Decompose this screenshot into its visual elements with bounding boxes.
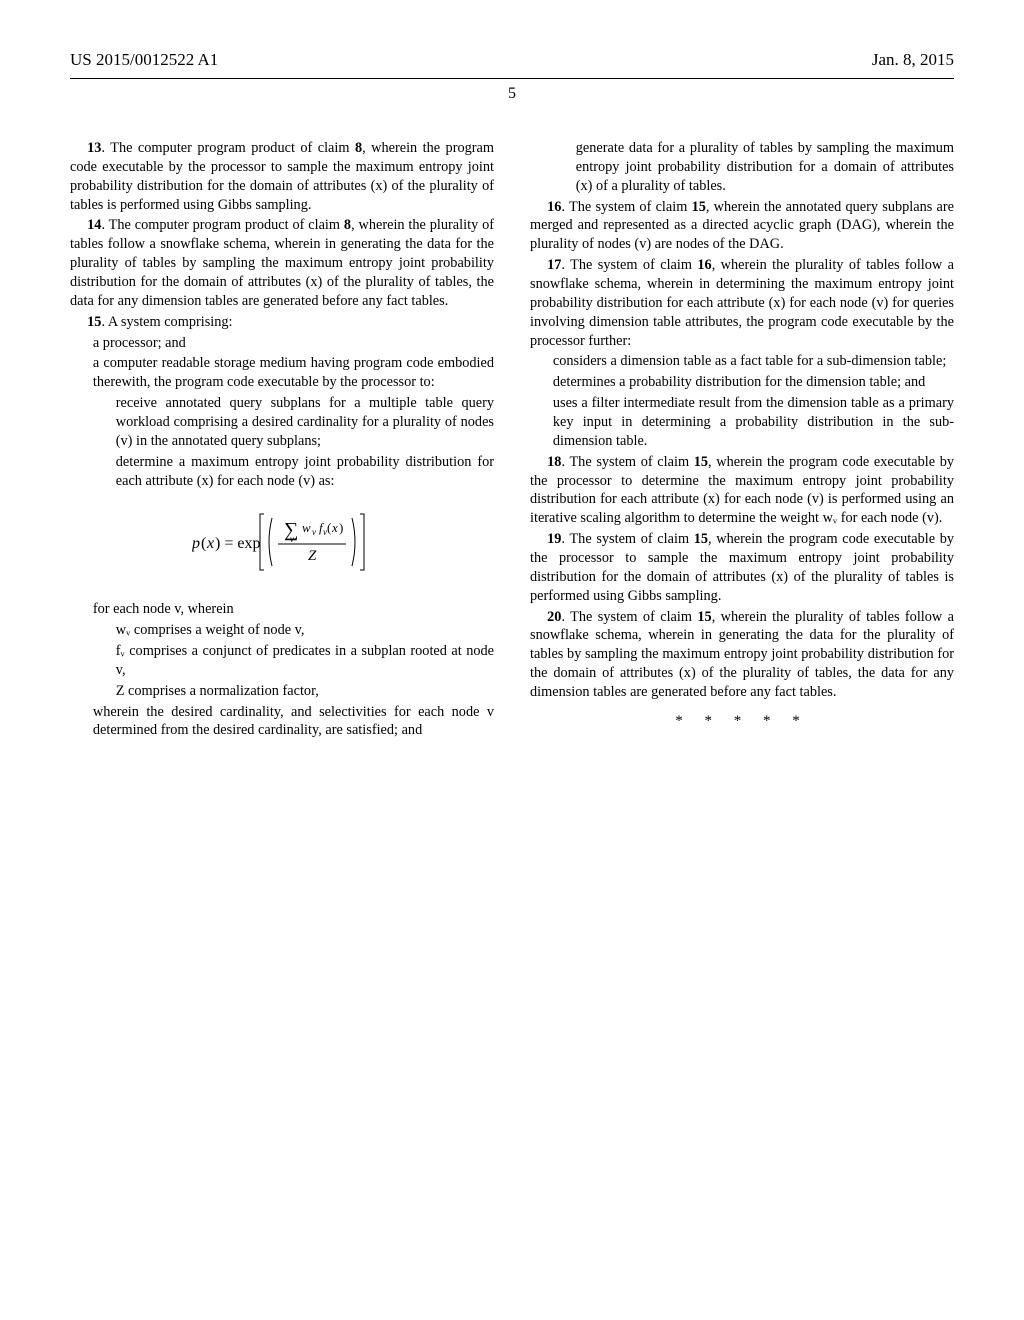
claim-15-lead: 15. A system comprising: xyxy=(70,313,494,332)
claim-16: 16. The system of claim 15, wherein the … xyxy=(530,198,954,255)
claim-17-s1: considers a dimension table as a fact ta… xyxy=(553,352,954,371)
svg-text:p: p xyxy=(192,535,200,552)
claim-19-text-a: . The system of claim xyxy=(561,531,693,547)
claim-20-ref: 15 xyxy=(697,609,711,625)
claim-18: 18. The system of claim 15, wherein the … xyxy=(530,453,954,528)
claim-17-s2: determines a probability distribution fo… xyxy=(553,373,954,392)
claim-15-determine: determine a maximum entropy joint probab… xyxy=(116,453,494,491)
claim-15-medium: a computer readable storage medium havin… xyxy=(93,354,494,392)
svg-text:v: v xyxy=(290,534,294,544)
claim-13: 13. The computer program product of clai… xyxy=(70,139,494,214)
svg-text:) = exp: ) = exp xyxy=(215,535,260,552)
claim-17: 17. The system of claim 16, wherein the … xyxy=(530,256,954,350)
svg-text:w: w xyxy=(302,520,311,535)
claim-15-generate: generate data for a plurality of tables … xyxy=(576,139,954,196)
claim-16-number: 16 xyxy=(547,199,561,215)
claim-20-text-a: . The system of claim xyxy=(561,609,697,625)
publication-date: Jan. 8, 2015 xyxy=(872,50,954,70)
svg-text:): ) xyxy=(339,520,343,535)
claim-18-text-a: . The system of claim xyxy=(561,454,693,470)
claim-15-processor: a processor; and xyxy=(93,334,494,353)
claim-15-tail: wherein the desired cardinality, and sel… xyxy=(93,703,494,741)
page-number: 5 xyxy=(70,85,954,103)
publication-number: US 2015/0012522 A1 xyxy=(70,50,218,70)
claim-16-ref: 15 xyxy=(692,199,706,215)
claims-body: 13. The computer program product of clai… xyxy=(70,139,954,745)
claim-17-ref: 16 xyxy=(697,257,711,273)
claim-13-text-a: . The computer program product of claim xyxy=(101,140,355,156)
svg-text:(: ( xyxy=(327,520,331,535)
formula-svg: p ( x ) = exp ∑ v w v f v ( x xyxy=(192,506,372,578)
claim-19: 19. The system of claim 15, wherein the … xyxy=(530,530,954,605)
svg-text:(: ( xyxy=(201,535,206,552)
claim-15-f: fᵥ comprises a conjunct of predicates in… xyxy=(116,642,494,680)
claim-20-number: 20 xyxy=(547,609,561,625)
claim-18-number: 18 xyxy=(547,454,561,470)
svg-text:x: x xyxy=(206,535,214,552)
claim-17-s3: uses a filter intermediate result from t… xyxy=(553,394,954,451)
claim-18-ref: 15 xyxy=(694,454,708,470)
claim-13-number: 13 xyxy=(87,140,101,156)
claim-15-z: Z comprises a normalization factor, xyxy=(116,682,494,701)
claim-16-text-a: . The system of claim xyxy=(561,199,691,215)
claim-15-receive: receive annotated query subplans for a m… xyxy=(116,394,494,451)
claim-15-number: 15 xyxy=(87,314,101,330)
claim-15-w: wᵥ comprises a weight of node v, xyxy=(116,621,494,640)
svg-text:Z: Z xyxy=(308,548,317,564)
claim-17-number: 17 xyxy=(547,257,561,273)
claim-15-lead-text: . A system comprising: xyxy=(101,314,232,330)
end-stars: * * * * * xyxy=(530,712,954,732)
claim-17-text-a: . The system of claim xyxy=(561,257,697,273)
header-rule xyxy=(70,78,954,79)
formula-px: p ( x ) = exp ∑ v w v f v ( x xyxy=(70,506,494,584)
claim-20: 20. The system of claim 15, wherein the … xyxy=(530,608,954,702)
svg-text:v: v xyxy=(312,527,316,537)
svg-text:x: x xyxy=(331,520,338,535)
claim-19-number: 19 xyxy=(547,531,561,547)
claim-14-ref: 8 xyxy=(344,217,351,233)
claim-15-wherein: for each node v, wherein xyxy=(93,600,494,619)
claim-19-ref: 15 xyxy=(694,531,708,547)
claim-14-number: 14 xyxy=(87,217,101,233)
claim-14: 14. The computer program product of clai… xyxy=(70,216,494,310)
claim-14-text-a: . The computer program product of claim xyxy=(101,217,343,233)
